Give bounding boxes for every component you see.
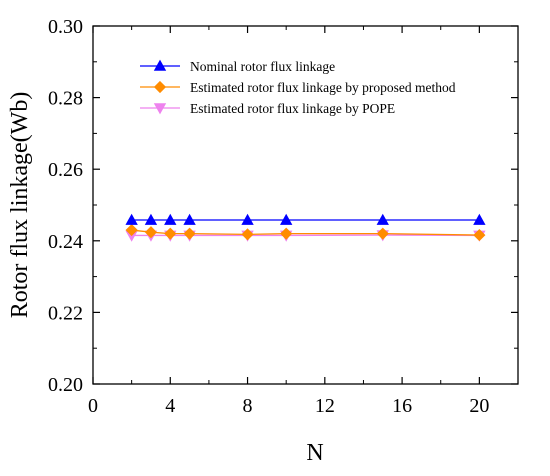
legend-label-3: Estimated rotor flux linkage by POPE <box>190 101 395 116</box>
legend: Nominal rotor flux linkage Estimated roto… <box>140 59 456 116</box>
data-point-series-2 <box>242 229 253 240</box>
data-point-series-2 <box>184 228 195 239</box>
y-tick-label: 0.24 <box>48 231 83 253</box>
axis-ticks: 0 4 8 12 16 20 0.20 0.22 0.24 0.26 0.28 0.30 <box>48 16 518 417</box>
y-tick-label: 0.22 <box>48 302 83 324</box>
data-point-series-2 <box>377 228 388 239</box>
y-tick-label: 0.20 <box>48 374 83 396</box>
x-tick-label: 16 <box>392 395 412 417</box>
x-axis-label: N <box>306 440 323 466</box>
data-point-series-2 <box>165 228 176 239</box>
y-tick-label: 0.26 <box>48 159 83 181</box>
legend-marker-2 <box>155 82 166 93</box>
y-axis-label: Rotor flux linkage(Wb) <box>7 92 33 319</box>
x-tick-label: 12 <box>315 395 335 417</box>
y-tick-label: 0.30 <box>48 16 83 38</box>
x-tick-label: 0 <box>88 395 98 417</box>
x-tick-label: 20 <box>469 395 489 417</box>
x-tick-label: 8 <box>243 395 253 417</box>
legend-label-1: Nominal rotor flux linkage <box>190 59 335 74</box>
y-tick-label: 0.28 <box>48 88 83 110</box>
x-tick-label: 4 <box>165 395 175 417</box>
data-point-series-2 <box>281 228 292 239</box>
series-layer <box>126 215 485 241</box>
legend-label-2: Estimated rotor flux linkage by proposed… <box>190 80 456 95</box>
